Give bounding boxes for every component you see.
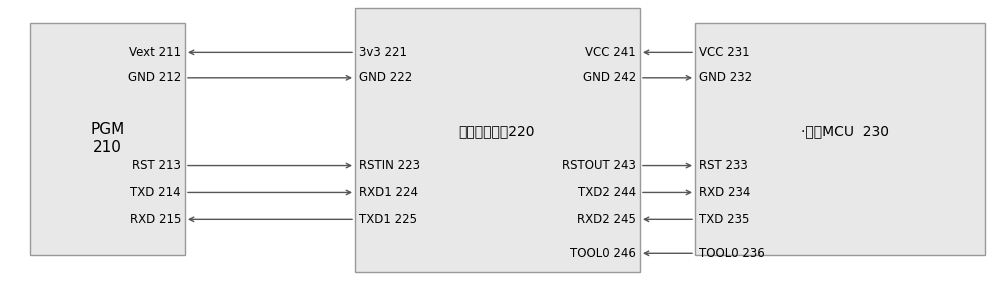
Text: TOOL0 246: TOOL0 246 xyxy=(570,247,636,260)
Text: RXD2 245: RXD2 245 xyxy=(577,213,636,226)
Text: RXD 215: RXD 215 xyxy=(130,213,181,226)
Text: TXD2 244: TXD2 244 xyxy=(578,186,636,199)
Text: RXD1 224: RXD1 224 xyxy=(359,186,418,199)
Text: GND 232: GND 232 xyxy=(699,71,752,84)
Bar xyxy=(30,23,185,255)
Text: RST 213: RST 213 xyxy=(132,159,181,172)
Bar xyxy=(695,23,985,255)
Text: GND 212: GND 212 xyxy=(128,71,181,84)
Text: VCC 231: VCC 231 xyxy=(699,46,750,59)
Text: RST 233: RST 233 xyxy=(699,159,748,172)
Text: RXD 234: RXD 234 xyxy=(699,186,750,199)
Text: TXD1 225: TXD1 225 xyxy=(359,213,417,226)
Text: TOOL0 236: TOOL0 236 xyxy=(699,247,765,260)
Text: 信号转接装置220: 信号转接装置220 xyxy=(459,125,535,139)
Bar xyxy=(355,8,640,272)
Text: TXD 235: TXD 235 xyxy=(699,213,749,226)
Text: RSTOUT 243: RSTOUT 243 xyxy=(562,159,636,172)
Text: PGM
210: PGM 210 xyxy=(90,123,125,155)
Text: 3v3 221: 3v3 221 xyxy=(359,46,407,59)
Text: GND 222: GND 222 xyxy=(359,71,412,84)
Text: GND 242: GND 242 xyxy=(583,71,636,84)
Text: Vext 211: Vext 211 xyxy=(129,46,181,59)
Text: TXD 214: TXD 214 xyxy=(130,186,181,199)
Text: ·目标MCU  230: ·目标MCU 230 xyxy=(801,125,889,139)
Text: RSTIN 223: RSTIN 223 xyxy=(359,159,420,172)
Text: VCC 241: VCC 241 xyxy=(585,46,636,59)
